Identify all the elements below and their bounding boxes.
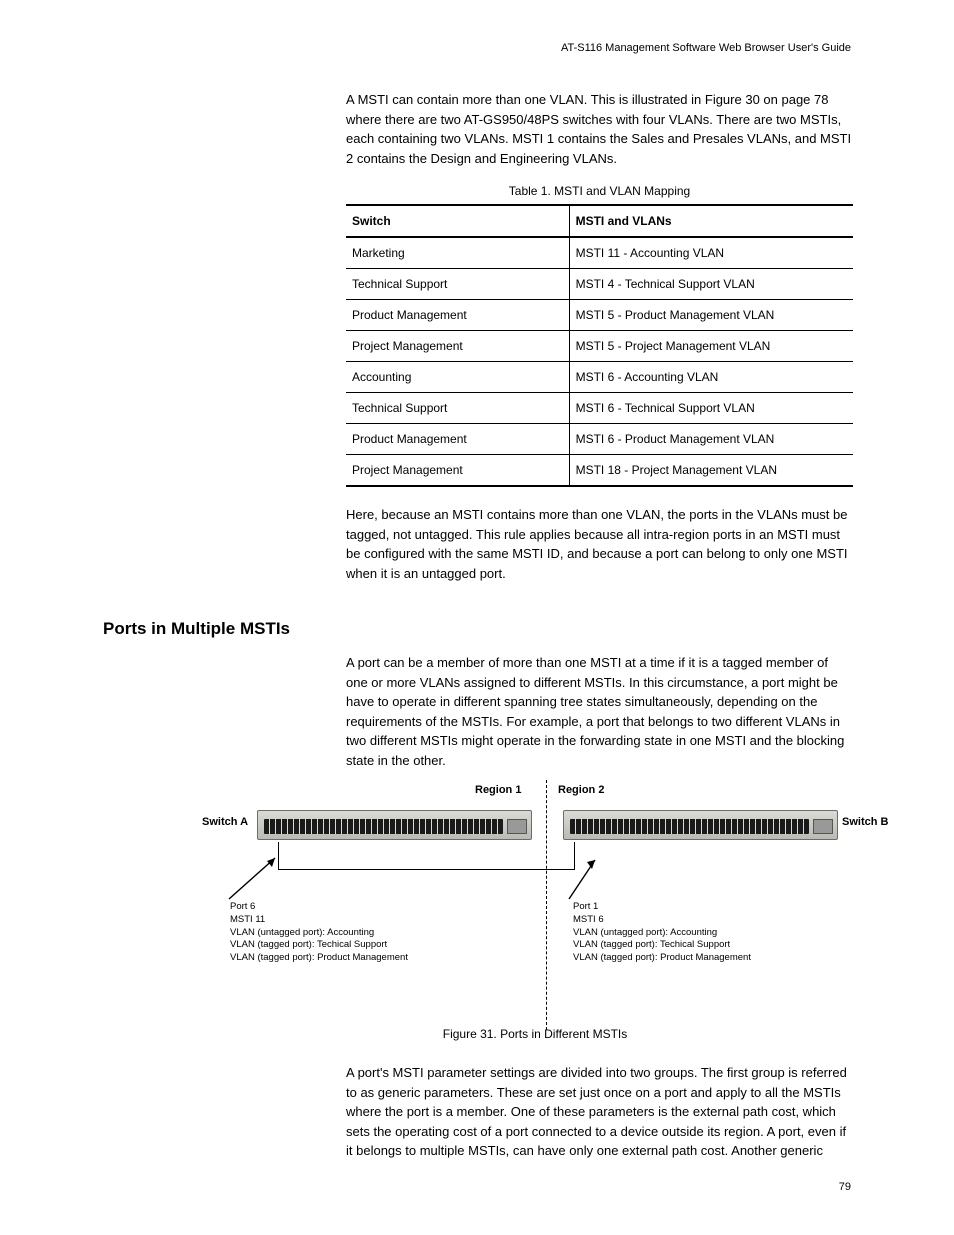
port-a-info: Port 6 MSTI 11 VLAN (untagged port): Acc… xyxy=(230,901,490,965)
table-caption-prefix: Table 1. xyxy=(509,184,554,198)
cell: MSTI 6 - Technical Support VLAN xyxy=(569,393,853,424)
region-divider-line xyxy=(546,780,547,1030)
switch-a-icon xyxy=(257,810,532,840)
cell: MSTI 18 - Project Management VLAN xyxy=(569,455,853,487)
port-a-line: MSTI 11 xyxy=(230,914,490,927)
table-row: Technical SupportMSTI 6 - Technical Supp… xyxy=(346,393,853,424)
table-caption-text: MSTI and VLAN Mapping xyxy=(554,184,690,198)
cell: Accounting xyxy=(346,362,569,393)
table-caption: Table 1. MSTI and VLAN Mapping xyxy=(346,184,853,198)
cell: Product Management xyxy=(346,300,569,331)
cell: Technical Support xyxy=(346,269,569,300)
cell: MSTI 6 - Accounting VLAN xyxy=(569,362,853,393)
arrow-to-port-b-icon xyxy=(565,858,600,901)
port-b-info: Port 1 MSTI 6 VLAN (untagged port): Acco… xyxy=(573,901,833,965)
section-para-1: A port can be a member of more than one … xyxy=(346,653,853,770)
table-header-switch: Switch xyxy=(346,205,569,237)
cell: Product Management xyxy=(346,424,569,455)
switch-b-label: Switch B xyxy=(842,816,888,828)
table-row: MarketingMSTI 11 - Accounting VLAN xyxy=(346,237,853,269)
table-row: Technical SupportMSTI 4 - Technical Supp… xyxy=(346,269,853,300)
table-header-msti: MSTI and VLANs xyxy=(569,205,853,237)
cell: MSTI 5 - Product Management VLAN xyxy=(569,300,853,331)
header-doc-title: AT-S116 Management Software Web Browser … xyxy=(561,42,851,54)
table-row: Product ManagementMSTI 5 - Product Manag… xyxy=(346,300,853,331)
port-b-line: Port 1 xyxy=(573,901,833,914)
table-row: Project ManagementMSTI 18 - Project Mana… xyxy=(346,455,853,487)
cell: MSTI 4 - Technical Support VLAN xyxy=(569,269,853,300)
cell: MSTI 11 - Accounting VLAN xyxy=(569,237,853,269)
cell: Technical Support xyxy=(346,393,569,424)
port-b-line: VLAN (tagged port): Techical Support xyxy=(573,939,833,952)
cell: Marketing xyxy=(346,237,569,269)
msti-vlan-table: Switch MSTI and VLANs MarketingMSTI 11 -… xyxy=(346,204,853,487)
port-a-line: Port 6 xyxy=(230,901,490,914)
main-content: A MSTI can contain more than one VLAN. T… xyxy=(103,90,853,1175)
cell: MSTI 5 - Project Management VLAN xyxy=(569,331,853,362)
table-row: Project ManagementMSTI 5 - Project Manag… xyxy=(346,331,853,362)
switch-a-label: Switch A xyxy=(202,816,248,828)
switch-a-sfp xyxy=(507,819,527,834)
port-b-line: VLAN (tagged port): Product Management xyxy=(573,952,833,965)
cell: MSTI 6 - Product Management VLAN xyxy=(569,424,853,455)
port-a-line: VLAN (tagged port): Techical Support xyxy=(230,939,490,952)
port-b-line: MSTI 6 xyxy=(573,914,833,927)
cell: Project Management xyxy=(346,331,569,362)
cell: Project Management xyxy=(346,455,569,487)
intro-paragraph: A MSTI can contain more than one VLAN. T… xyxy=(346,90,853,168)
region-2-label: Region 2 xyxy=(558,784,604,796)
after-table-paragraph: Here, because an MSTI contains more than… xyxy=(346,505,853,583)
section-heading: Ports in Multiple MSTIs xyxy=(103,619,853,639)
msti-diagram: Region 1 Region 2 Switch A Switch B xyxy=(175,784,895,1041)
inter-switch-cable xyxy=(278,842,575,870)
table-body: MarketingMSTI 11 - Accounting VLAN Techn… xyxy=(346,237,853,486)
page-number: 79 xyxy=(839,1181,851,1193)
port-b-line: VLAN (untagged port): Accounting xyxy=(573,927,833,940)
table-row: Product ManagementMSTI 6 - Product Manag… xyxy=(346,424,853,455)
region-1-label: Region 1 xyxy=(475,784,521,796)
port-a-line: VLAN (untagged port): Accounting xyxy=(230,927,490,940)
port-a-line: VLAN (tagged port): Product Management xyxy=(230,952,490,965)
switch-b-ports xyxy=(570,819,809,834)
arrow-to-port-a-icon xyxy=(225,856,280,901)
figure-caption: Figure 31. Ports in Different MSTIs xyxy=(175,1027,895,1041)
switch-b-sfp xyxy=(813,819,833,834)
switch-b-icon xyxy=(563,810,838,840)
switch-a-ports xyxy=(264,819,503,834)
section-para-2: A port's MSTI parameter settings are div… xyxy=(346,1063,853,1161)
table-row: AccountingMSTI 6 - Accounting VLAN xyxy=(346,362,853,393)
